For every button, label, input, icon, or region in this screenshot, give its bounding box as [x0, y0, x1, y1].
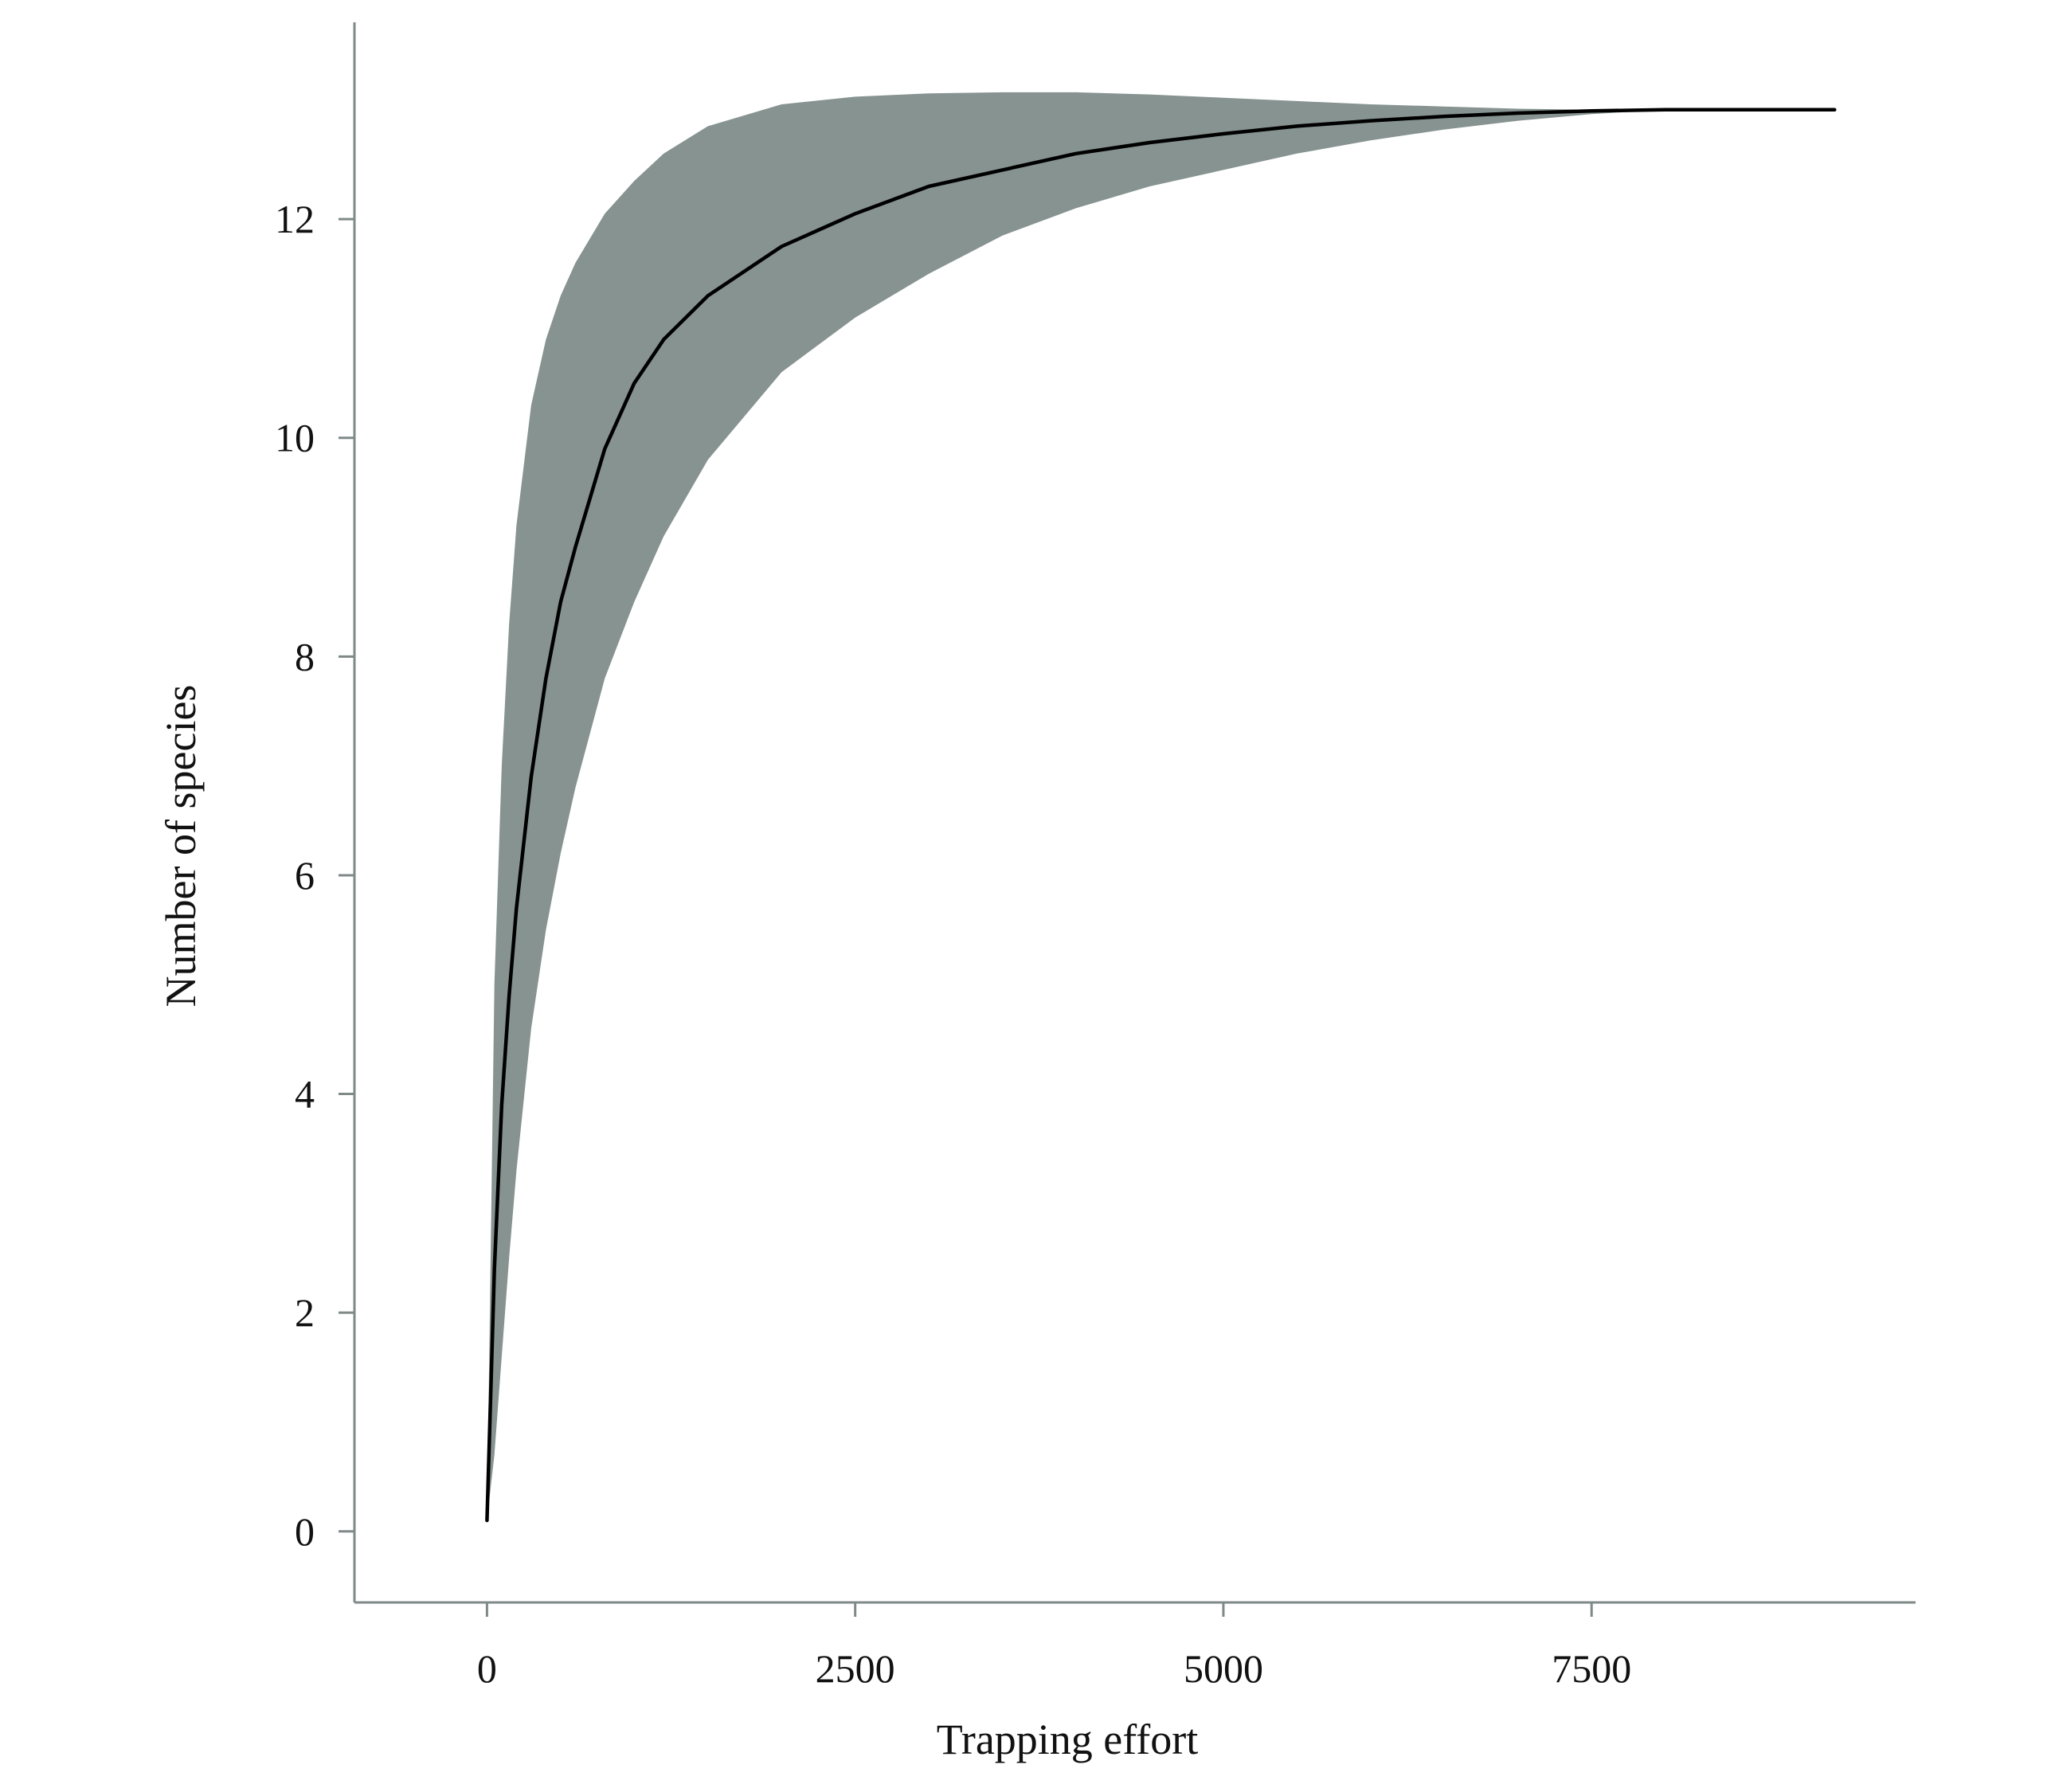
x-tick-label: 0 — [477, 1646, 497, 1691]
y-tick-label: 2 — [295, 1290, 315, 1335]
x-tick-label: 5000 — [1184, 1646, 1263, 1691]
plot-area — [485, 92, 1837, 1523]
accumulation-curve — [485, 108, 1837, 1523]
y-tick-label: 4 — [295, 1072, 315, 1117]
axes: 0 2 4 6 8 10 12 0 2500 5000 7500 — [275, 22, 1916, 1691]
y-tick-label: 12 — [275, 197, 315, 241]
x-tick-label: 2500 — [816, 1646, 895, 1691]
y-axis-label: Number of species — [157, 685, 205, 1008]
x-tick-label: 7500 — [1552, 1646, 1631, 1691]
y-tick-label: 6 — [295, 853, 315, 898]
y-tick-label: 8 — [295, 634, 315, 679]
x-axis-label: Trapping effort — [937, 1716, 1198, 1763]
y-tick-label: 0 — [295, 1509, 315, 1554]
y-tick-label: 10 — [275, 416, 315, 460]
confidence-band — [487, 92, 1835, 1520]
